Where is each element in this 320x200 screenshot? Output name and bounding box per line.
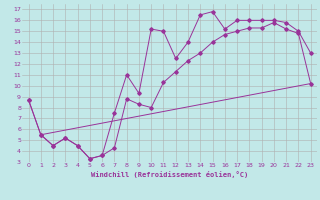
- X-axis label: Windchill (Refroidissement éolien,°C): Windchill (Refroidissement éolien,°C): [91, 171, 248, 178]
